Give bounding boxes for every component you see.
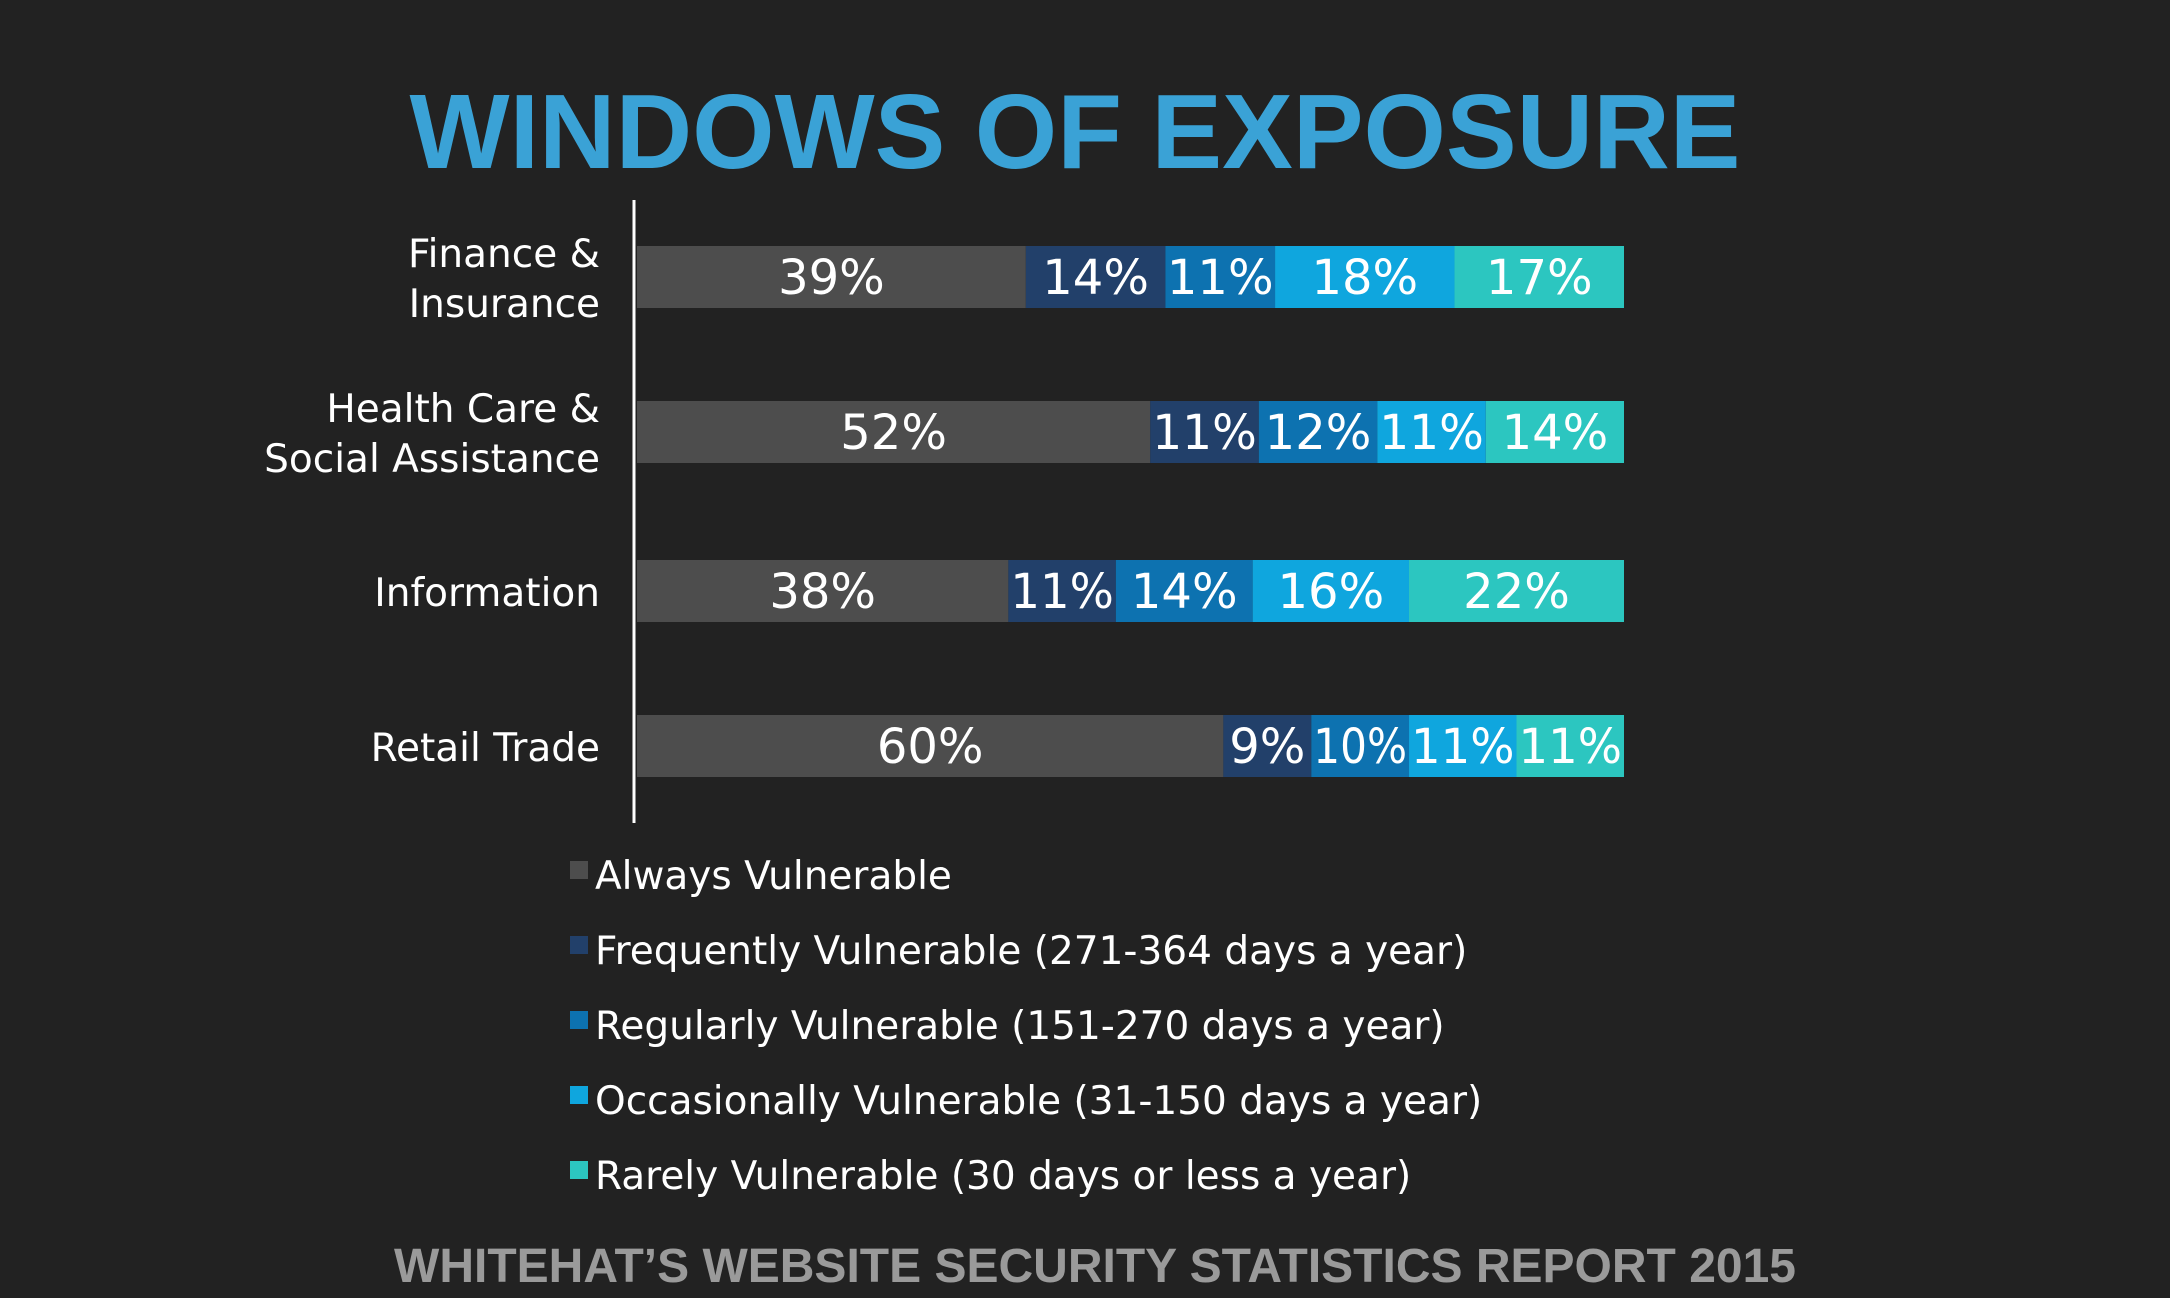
bar-segment [637,246,1026,308]
bar-segment [1115,560,1253,622]
bar-value-label: 11% [1152,405,1257,461]
bar-value-label: 14% [1131,564,1238,620]
bar-value-label: 11% [1010,564,1113,620]
category-labels: Finance & Insurance Health Care & Social As… [264,232,600,771]
legend-swatch [570,1161,588,1179]
bar-value-label: 17% [1486,250,1593,306]
bar-value-label: 11% [1379,405,1484,461]
legend-label: Frequently Vulnerable (271-364 days a ye… [595,929,1467,974]
bar-segment [1252,560,1410,622]
bar-value-label: 16% [1277,564,1384,620]
bar-value-label: 38% [769,564,876,620]
category-label: Social Assistance [264,437,600,482]
bar-value-label: 11% [1167,250,1274,306]
bar-segment [637,560,1009,622]
chart-title: WINDOWS OF EXPOSURE [410,73,1741,191]
bar-segment [637,715,1224,777]
bar-segment [1409,715,1517,777]
bar-segment [1485,401,1624,463]
bar-value-label: 9% [1229,719,1305,775]
bar-segment [1516,715,1624,777]
bar-segment [1377,401,1486,463]
category-label: Insurance [409,282,600,327]
bar-value-label: 14% [1502,405,1609,461]
bar-segment [1275,246,1455,308]
bar-segment [1258,401,1378,463]
category-label: Finance & [408,232,600,277]
bar-value-label: 18% [1311,250,1418,306]
legend-swatch [570,861,588,879]
bar-segment [1025,246,1166,308]
bar-segment [1008,560,1116,622]
legend-label: Always Vulnerable [595,854,952,899]
bar-segment [1311,715,1410,777]
legend-label: Occasionally Vulnerable (31-150 days a y… [595,1079,1482,1124]
bar-segment [1165,246,1276,308]
bar-value-label: 11% [1519,719,1622,775]
bar-value-label: 14% [1042,250,1149,306]
legend: Always Vulnerable Frequently Vulnerable (… [570,854,1482,1199]
bar-value-label: 39% [778,250,885,306]
bar-segment [1454,246,1624,308]
bar-segment [1409,560,1624,622]
bar-segment [1223,715,1312,777]
category-label: Retail Trade [371,726,600,771]
legend-swatch [570,1011,588,1029]
bar-segment [637,401,1151,463]
category-label: Health Care & [326,387,600,432]
legend-swatch [570,1086,588,1104]
bars: 39% 14% 11% 18% 17%52% 11% 12% 11% 14%38% 11% 14% 1… [637,246,1624,777]
legend-label: Regularly Vulnerable (151-270 days a yea… [595,1004,1445,1049]
bar-value-label: 60% [877,719,984,775]
bar-value-label: 52% [840,405,947,461]
bar-value-label: 10% [1313,719,1407,775]
legend-label: Rarely Vulnerable (30 days or less a yea… [595,1154,1411,1199]
legend-swatch [570,936,588,954]
bar-segment [1150,401,1259,463]
report-footer: WHITEHAT’S WEBSITE SECURITY STATISTICS R… [394,1240,1796,1293]
bar-value-label: 22% [1463,564,1570,620]
bar-value-label: 12% [1265,405,1372,461]
bar-value-label: 11% [1411,719,1514,775]
category-label: Information [374,571,600,616]
